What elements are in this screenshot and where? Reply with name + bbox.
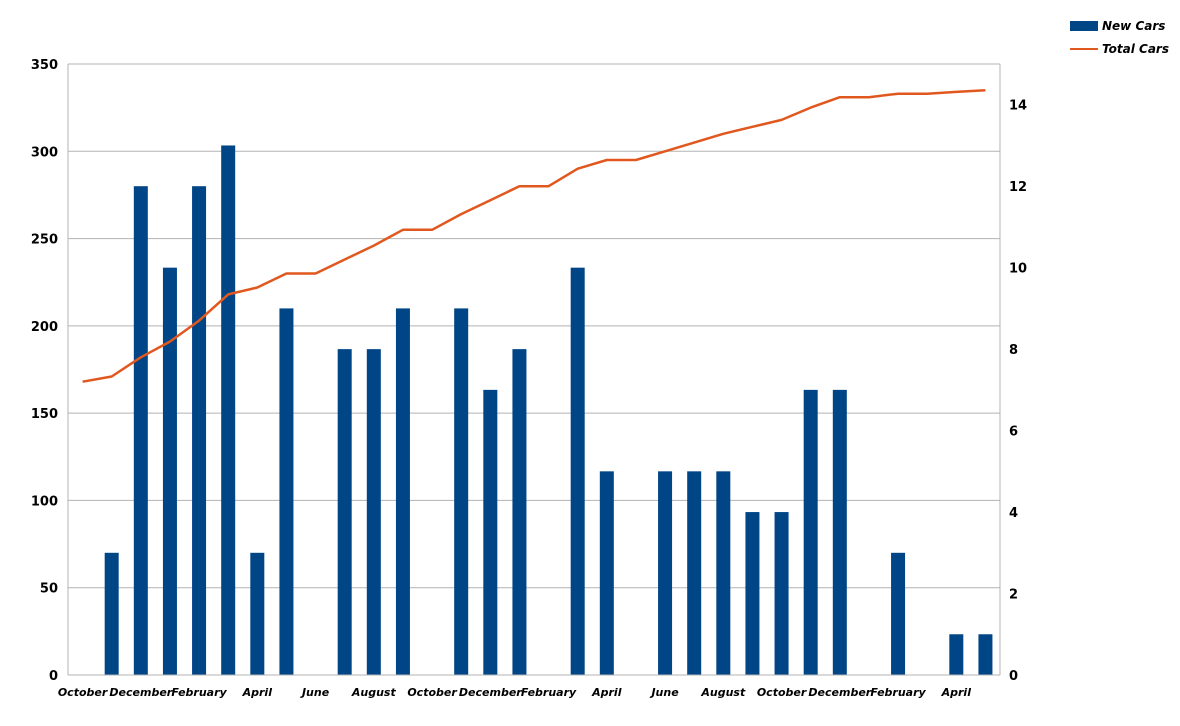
bar-new-cars [133,186,148,675]
y-tick-label-right: 2 [1009,588,1018,603]
bar-series-new-cars [104,145,993,675]
bar-new-cars [978,634,993,675]
x-tick-label: December [109,686,172,699]
bar-new-cars [599,471,614,675]
bar-new-cars [774,512,789,675]
bar-new-cars [104,552,119,675]
legend: New Cars Total Cars [1070,19,1169,56]
x-tick-label: June [649,686,679,699]
y-tick-label-right: 0 [1009,669,1018,684]
x-tick-label: February [521,686,577,699]
bar-new-cars [162,267,177,675]
x-tick-label: April [242,686,273,699]
x-tick-label: April [941,686,972,699]
bar-new-cars [337,349,352,675]
y-tick-label-left: 150 [31,407,58,422]
x-tick-label: October [757,686,807,699]
y-tick-label-left: 300 [31,145,58,160]
bar-new-cars [687,471,702,675]
line-total-cars [82,88,986,383]
y-tick-label-right: 6 [1009,425,1018,440]
y-tick-label-left: 0 [49,669,58,684]
bar-new-cars [658,471,673,675]
line-series-total-cars [82,88,986,383]
y-tick-label-left: 50 [40,582,58,597]
y-tick-label-right: 8 [1009,343,1018,358]
bar-new-cars [716,471,731,675]
x-tick-label: February [870,686,926,699]
bar-new-cars [570,267,585,675]
y-tick-label-left: 350 [31,58,58,73]
bar-new-cars [192,186,207,675]
bar-new-cars [221,145,236,675]
bar-new-cars [891,552,906,675]
x-tick-label: December [808,686,871,699]
x-tick-label: December [459,686,522,699]
bar-new-cars [803,389,818,675]
legend-swatch-new-cars [1070,21,1098,31]
bar-new-cars [832,389,847,675]
axes [67,64,1001,676]
x-tick-label: August [700,686,746,699]
y-tick-label-left: 200 [31,320,58,335]
y-tick-label-right: 10 [1009,262,1027,277]
bar-new-cars [454,308,469,675]
bar-new-cars [250,552,265,675]
bar-new-cars [483,389,498,675]
x-tick-label: February [171,686,227,699]
gridlines [68,63,1000,589]
x-tick-label: October [58,686,108,699]
y-tick-label-right: 12 [1009,180,1027,195]
bar-new-cars [279,308,294,675]
bar-new-cars [745,512,760,675]
bar-new-cars [512,349,527,675]
x-tick-label: August [351,686,397,699]
bar-new-cars [949,634,964,675]
legend-label-new-cars: New Cars [1102,19,1165,33]
y-tick-label-right: 4 [1009,506,1018,521]
x-tick-label: June [300,686,330,699]
x-tick-label: October [407,686,457,699]
y-tick-label-left: 250 [31,233,58,248]
bar-new-cars [366,349,381,675]
y-tick-label-left: 100 [31,494,58,509]
bar-new-cars [395,308,410,675]
x-tick-label: April [591,686,622,699]
y-tick-label-right: 14 [1009,99,1027,114]
legend-label-total-cars: Total Cars [1102,42,1169,56]
